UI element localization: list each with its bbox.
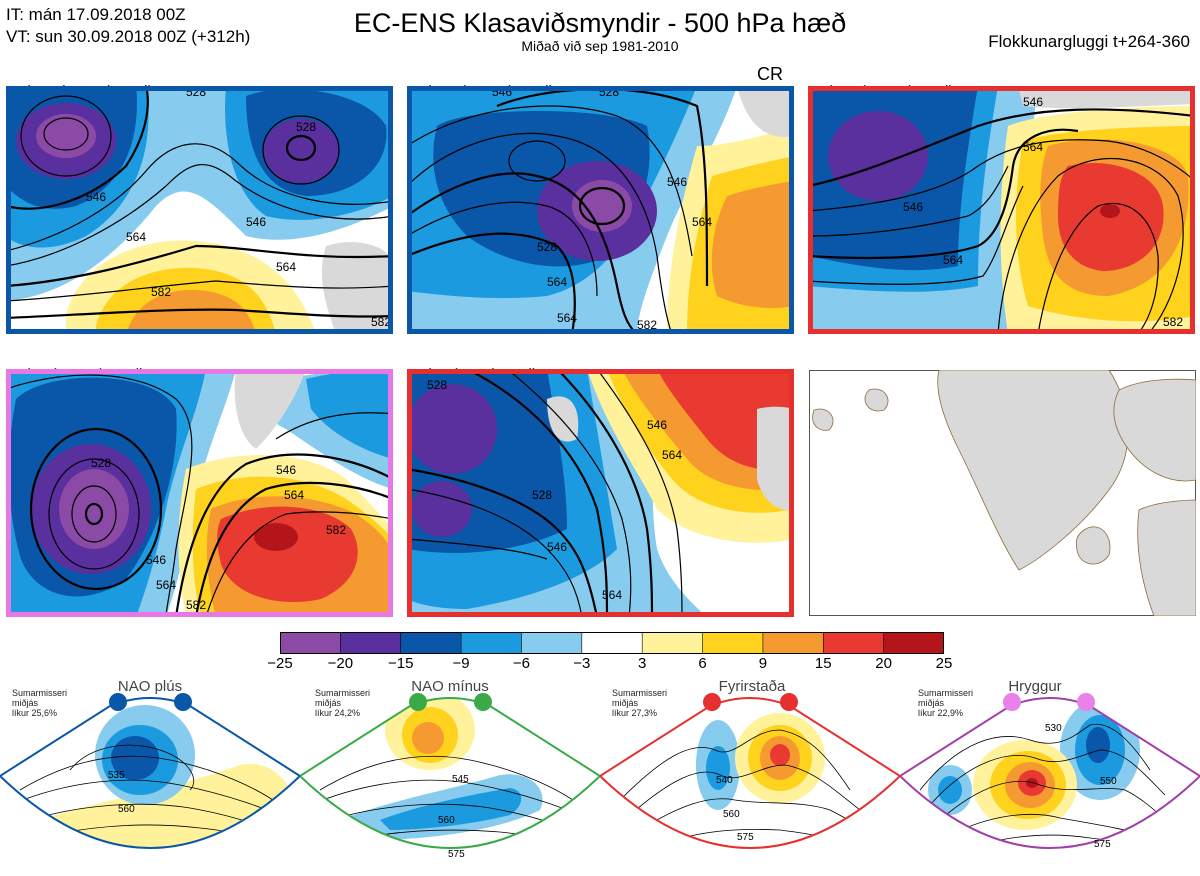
colorbar-cell xyxy=(822,631,885,655)
contour-label: 546 xyxy=(1023,95,1043,109)
regime-title: NAO mínus xyxy=(411,678,489,695)
contour-label: 546 xyxy=(246,215,266,229)
contour-label: 550 xyxy=(1100,776,1117,787)
colorbar-cell xyxy=(460,631,523,655)
contour-label: 582 xyxy=(1163,315,1183,329)
run-info: IT: mán 17.09.2018 00Z VT: sun 30.09.201… xyxy=(6,4,250,48)
contour-label: 575 xyxy=(448,849,465,860)
colorbar-cell xyxy=(883,631,945,655)
contour-label: 564 xyxy=(557,311,577,325)
colorbar-tick: −25 xyxy=(267,655,293,672)
contour-label: 582 xyxy=(186,598,206,612)
contour-label: 560 xyxy=(438,815,455,826)
contour-label: 582 xyxy=(326,523,346,537)
colorbar-tick: −20 xyxy=(327,655,354,672)
cluster-map-2: 546 528 528 546 564 564 564 582 xyxy=(407,86,794,334)
contour-label: 528 xyxy=(537,240,557,254)
colorbar-tick: 15 xyxy=(814,655,832,672)
panel-frame xyxy=(407,86,794,334)
regime-nao-plus: NAO plús Sumarmisseri miðjás líkur 25,6%… xyxy=(0,678,302,876)
contour-label: 546 xyxy=(903,200,923,214)
page-title: EC-ENS Klasaviðsmyndir - 500 hPa hæð xyxy=(353,8,847,38)
cluster-map-5: 528 528 546 546 564 564 xyxy=(407,369,794,617)
contour-label: 582 xyxy=(151,285,171,299)
colorbar-cell xyxy=(521,631,583,655)
contour-label: 560 xyxy=(723,809,740,820)
colorbar-tick: −6 xyxy=(512,655,531,672)
contour-label: 528 xyxy=(91,456,111,470)
panel-frame xyxy=(808,86,1195,334)
contour-label: 528 xyxy=(427,378,447,392)
regime-ridge: Hryggur Sumarmisseri miðjás líkur 22,9% xyxy=(898,678,1200,876)
regime-info: Sumarmisseri miðjás líkur 24,2% xyxy=(315,688,371,718)
contour-label: 564 xyxy=(1023,140,1043,154)
colorbar-tick: 25 xyxy=(935,655,953,672)
regime-title: Fyrirstaða xyxy=(718,678,786,695)
contour-label: 564 xyxy=(943,253,963,267)
panel-frame xyxy=(6,86,393,334)
colorbar-cell xyxy=(279,631,342,655)
blank-map xyxy=(809,370,1196,616)
panel-frame xyxy=(6,369,393,617)
contour-label: 582 xyxy=(371,315,391,329)
colorbar-tick: 6 xyxy=(698,655,707,672)
contour-label: 564 xyxy=(126,230,146,244)
contour-label: 575 xyxy=(737,832,754,843)
colorbar-tick: −15 xyxy=(387,655,414,672)
colorbar-cell xyxy=(702,631,764,655)
contour-label: 546 xyxy=(547,540,567,554)
contour-label: 564 xyxy=(692,215,712,229)
contour-label: 540 xyxy=(716,775,733,786)
colorbar-cell xyxy=(400,631,462,655)
colorbar xyxy=(279,631,945,659)
cluster-map-1: 528 528 546 546 564 564 582 582 xyxy=(6,86,393,334)
contour-label: 564 xyxy=(284,488,304,502)
contour-label: 535 xyxy=(108,770,125,781)
valid-time: VT: sun 30.09.2018 00Z (+312h) xyxy=(6,27,251,46)
colorbar-tick: −3 xyxy=(573,655,591,672)
colorbar-tick: 20 xyxy=(875,655,892,672)
cr-badge: CR xyxy=(757,64,783,84)
contour-label: 546 xyxy=(276,463,296,477)
colorbar-tick: 3 xyxy=(638,655,647,672)
colorbar-tick: 9 xyxy=(758,655,768,672)
colorbar-cell xyxy=(762,631,825,655)
cluster-map-3: 546 546 564 564 582 xyxy=(808,86,1195,334)
contour-label: 546 xyxy=(647,418,667,432)
contour-label: 575 xyxy=(1094,839,1111,850)
contour-label: 582 xyxy=(637,318,657,332)
contour-label: 530 xyxy=(1045,723,1062,734)
regime-info: Sumarmisseri miðjás líkur 27,3% xyxy=(612,688,668,718)
colorbar-cell xyxy=(340,631,402,655)
regime-blocking: Fyrirstaða Sumarmisseri miðjás líkur 27,… xyxy=(598,678,902,876)
contour-label: 546 xyxy=(86,190,106,204)
regime-title: Hryggur xyxy=(1008,678,1062,695)
contour-label: 564 xyxy=(602,588,622,602)
colorbar-cell xyxy=(581,631,643,655)
colorbar-tick: −9 xyxy=(452,655,470,672)
contour-label: 564 xyxy=(276,260,296,274)
contour-label: 546 xyxy=(146,553,166,567)
regime-info: Sumarmisseri miðjás líkur 25,6% xyxy=(12,688,68,718)
regime-title: NAO plús xyxy=(117,678,183,695)
cluster-map-4: 528 546 546 564 564 582 582 xyxy=(6,369,393,617)
regime-info: Sumarmisseri miðjás líkur 22,9% xyxy=(918,688,974,718)
page-subtitle: Miðað við sep 1981-2010 xyxy=(521,38,679,54)
colorbar-cell xyxy=(641,631,704,655)
contour-label: 560 xyxy=(118,804,135,815)
init-time: IT: mán 17.09.2018 00Z xyxy=(6,5,186,24)
contour-label: 564 xyxy=(662,448,682,462)
contour-label: 528 xyxy=(532,488,552,502)
contour-label: 546 xyxy=(667,175,687,189)
contour-label: 545 xyxy=(452,774,469,785)
contour-label: 564 xyxy=(156,578,176,592)
contour-label: 528 xyxy=(296,120,316,134)
panel-frame xyxy=(407,369,794,617)
contour-label: 564 xyxy=(547,275,567,289)
classification-window: Flokkunargluggi t+264-360 xyxy=(988,32,1190,51)
regime-nao-minus: NAO mínus Sumarmisseri miðjás líkur 24,2… xyxy=(298,678,602,876)
